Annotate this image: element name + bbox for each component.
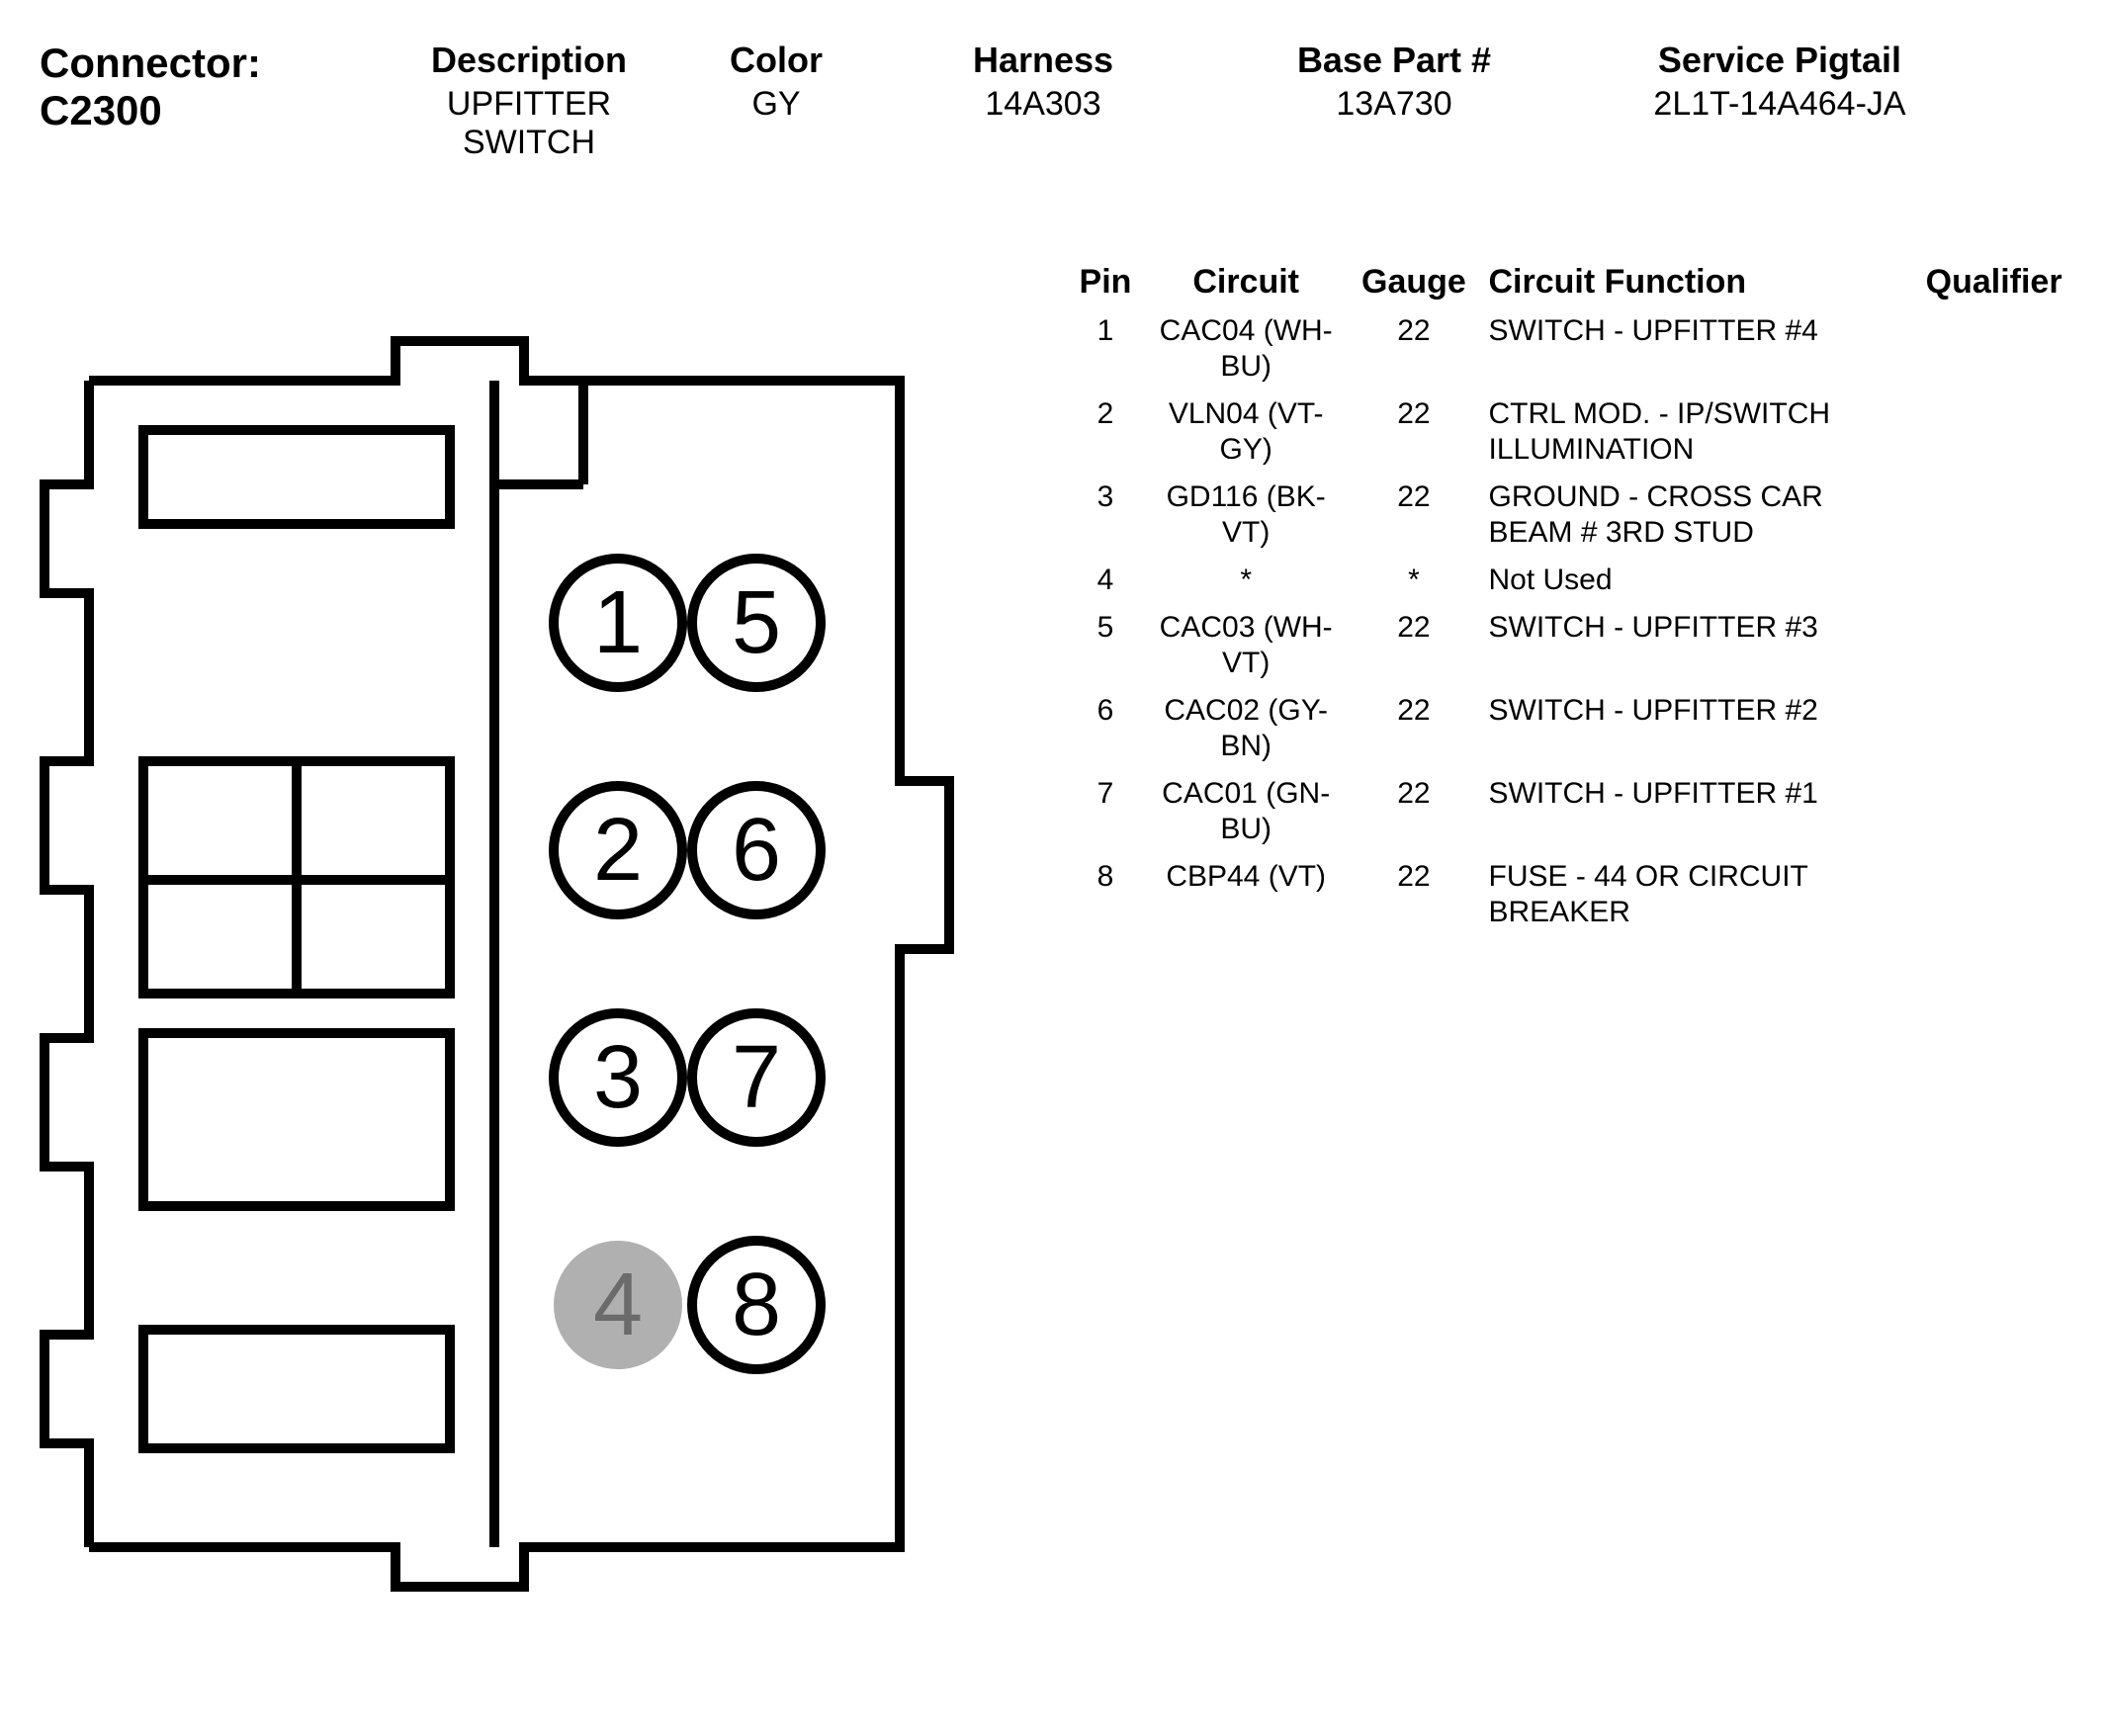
function-cell: SWITCH - UPFITTER #3	[1479, 604, 1912, 687]
connector-svg: 15 26 37 48	[30, 336, 959, 1592]
function-cell: SWITCH - UPFITTER #4	[1479, 307, 1912, 391]
pin-cell: 4	[1068, 557, 1143, 604]
base-part-label: Base Part #	[1206, 40, 1582, 81]
function-cell: FUSE - 44 OR CIRCUIT BREAKER	[1479, 853, 1912, 936]
qualifier-cell	[1911, 604, 2076, 687]
service-pigtail-block: Service Pigtail 2L1T-14A464-JA	[1582, 40, 1977, 124]
qualifier-cell	[1911, 853, 2076, 936]
service-pigtail-label: Service Pigtail	[1582, 40, 1977, 81]
table-row: 2VLN04 (VT-GY)22CTRL MOD. - IP/SWITCH IL…	[1068, 391, 2076, 474]
pin-label-7: 7	[732, 1028, 781, 1127]
col-circuit: Circuit	[1143, 257, 1349, 307]
pin-label-2: 2	[593, 801, 643, 900]
connector-label: Connector:	[40, 40, 386, 87]
table-row: 6CAC02 (GY-BN)22SWITCH - UPFITTER #2	[1068, 687, 2076, 770]
qualifier-cell	[1911, 474, 2076, 557]
pin-label-6: 6	[732, 801, 781, 900]
circuit-cell: CAC03 (WH-VT)	[1143, 604, 1349, 687]
qualifier-cell	[1911, 307, 2076, 391]
table-row: 1CAC04 (WH-BU)22SWITCH - UPFITTER #4	[1068, 307, 2076, 391]
color-label: Color	[672, 40, 880, 81]
circuit-cell: CBP44 (VT)	[1143, 853, 1349, 936]
circuit-cell: CAC01 (GN-BU)	[1143, 770, 1349, 853]
function-cell: Not Used	[1479, 557, 1912, 604]
pin-cell: 8	[1068, 853, 1143, 936]
gauge-cell: 22	[1349, 474, 1478, 557]
pin-label-4: 4	[593, 1256, 643, 1354]
pin-table-header-row: Pin Circuit Gauge Circuit Function Quali…	[1068, 257, 2076, 307]
connector-diagram: 15 26 37 48	[30, 336, 959, 1592]
harness-value: 14A303	[880, 85, 1206, 124]
table-row: 4**Not Used	[1068, 557, 2076, 604]
gauge-cell: 22	[1349, 853, 1478, 936]
gauge-cell: 22	[1349, 307, 1478, 391]
gauge-cell: 22	[1349, 604, 1478, 687]
gauge-cell: 22	[1349, 391, 1478, 474]
pin-label-1: 1	[593, 573, 643, 672]
gauge-cell: *	[1349, 557, 1478, 604]
connector-id: C2300	[40, 87, 386, 134]
qualifier-cell	[1911, 391, 2076, 474]
table-row: 8CBP44 (VT)22FUSE - 44 OR CIRCUIT BREAKE…	[1068, 853, 2076, 936]
gauge-cell: 22	[1349, 770, 1478, 853]
pin-cell: 5	[1068, 604, 1143, 687]
connector-block: Connector: C2300	[40, 40, 386, 134]
qualifier-cell	[1911, 557, 2076, 604]
col-function: Circuit Function	[1479, 257, 1912, 307]
pin-cell: 3	[1068, 474, 1143, 557]
function-cell: SWITCH - UPFITTER #2	[1479, 687, 1912, 770]
description-label: Description	[386, 40, 672, 81]
pin-table: Pin Circuit Gauge Circuit Function Quali…	[1068, 257, 2076, 936]
pin-cell: 1	[1068, 307, 1143, 391]
circuit-cell: *	[1143, 557, 1349, 604]
pin-table-wrap: Pin Circuit Gauge Circuit Function Quali…	[1068, 257, 2076, 936]
circuit-cell: GD116 (BK-VT)	[1143, 474, 1349, 557]
circuit-cell: CAC04 (WH-BU)	[1143, 307, 1349, 391]
color-value: GY	[672, 85, 880, 124]
col-pin: Pin	[1068, 257, 1143, 307]
header-row: Connector: C2300 Description UPFITTER SW…	[40, 40, 2064, 162]
service-pigtail-value: 2L1T-14A464-JA	[1582, 85, 1977, 124]
pin-cell: 6	[1068, 687, 1143, 770]
function-cell: CTRL MOD. - IP/SWITCH ILLUMINATION	[1479, 391, 1912, 474]
gauge-cell: 22	[1349, 687, 1478, 770]
col-gauge: Gauge	[1349, 257, 1478, 307]
col-qualifier: Qualifier	[1911, 257, 2076, 307]
circuit-cell: CAC02 (GY-BN)	[1143, 687, 1349, 770]
qualifier-cell	[1911, 687, 2076, 770]
description-value: UPFITTER SWITCH	[386, 85, 672, 162]
function-cell: GROUND - CROSS CAR BEAM # 3RD STUD	[1479, 474, 1912, 557]
pin-label-8: 8	[732, 1256, 781, 1354]
harness-block: Harness 14A303	[880, 40, 1206, 124]
table-row: 5CAC03 (WH-VT)22SWITCH - UPFITTER #3	[1068, 604, 2076, 687]
base-part-value: 13A730	[1206, 85, 1582, 124]
circuit-cell: VLN04 (VT-GY)	[1143, 391, 1349, 474]
table-row: 3GD116 (BK-VT)22GROUND - CROSS CAR BEAM …	[1068, 474, 2076, 557]
description-block: Description UPFITTER SWITCH	[386, 40, 672, 162]
pin-cell: 7	[1068, 770, 1143, 853]
qualifier-cell	[1911, 770, 2076, 853]
base-part-block: Base Part # 13A730	[1206, 40, 1582, 124]
table-row: 7CAC01 (GN-BU)22SWITCH - UPFITTER #1	[1068, 770, 2076, 853]
pin-cell: 2	[1068, 391, 1143, 474]
harness-label: Harness	[880, 40, 1206, 81]
pin-label-5: 5	[732, 573, 781, 672]
color-block: Color GY	[672, 40, 880, 124]
function-cell: SWITCH - UPFITTER #1	[1479, 770, 1912, 853]
pin-label-3: 3	[593, 1028, 643, 1127]
